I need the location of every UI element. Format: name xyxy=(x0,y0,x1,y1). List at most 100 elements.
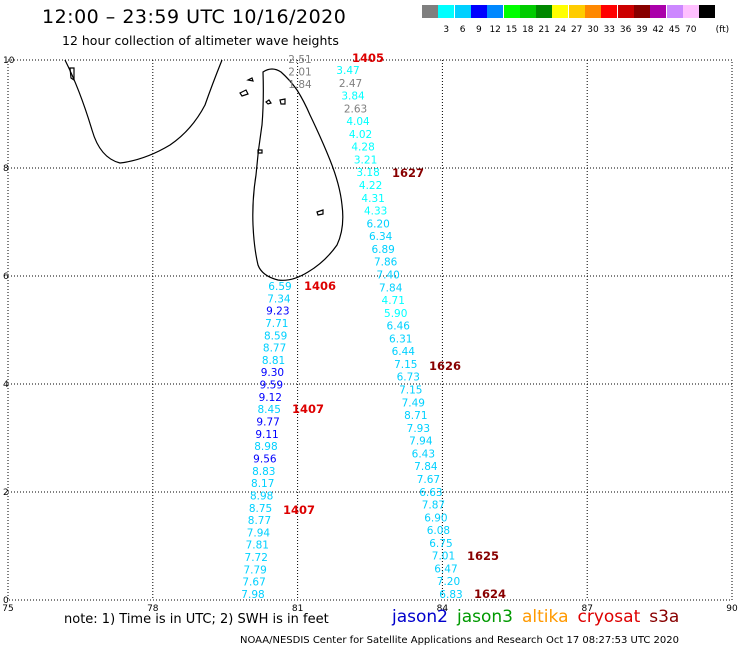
swh-reading: 6.73 xyxy=(397,372,420,384)
scale-swatch xyxy=(633,5,650,18)
swh-reading: 7.98 xyxy=(241,589,264,601)
scale-label: 27 xyxy=(570,25,583,35)
swh-reading: 4.71 xyxy=(382,295,405,307)
scale-swatch xyxy=(438,5,455,18)
cryosat-track-east: 2.512.011.84 3.472.473.842.634.044.024.28… xyxy=(288,54,462,601)
swh-reading: 9.77 xyxy=(256,417,279,429)
scale-swatch xyxy=(650,5,667,18)
swh-reading: 8.71 xyxy=(404,410,427,422)
longitude-tick-label: 87 xyxy=(581,604,592,614)
swh-reading: 7.86 xyxy=(374,257,398,269)
pass-id-label: 1407 xyxy=(292,402,324,416)
swh-reading: 7.15 xyxy=(399,385,422,397)
coastline xyxy=(64,59,344,281)
scale-label: 18 xyxy=(522,25,534,35)
swh-reading: 2.51 xyxy=(288,54,311,66)
swh-reading: 8.75 xyxy=(249,503,272,515)
swh-reading: 7.94 xyxy=(409,436,433,448)
swh-reading: 3.84 xyxy=(341,91,365,103)
scale-swatch xyxy=(601,5,618,18)
scale-swatch xyxy=(585,5,601,18)
pass-labels: 1405 1627 1406 1626 1407 1407 1625 1624 xyxy=(283,51,506,601)
swh-reading: 2.47 xyxy=(339,78,362,90)
scale-label: 15 xyxy=(505,25,518,35)
scale-swatch xyxy=(568,5,585,18)
swh-reading: 3.47 xyxy=(336,65,359,77)
satellite-legend: jason2 jason3 altika cryosat s3a xyxy=(392,607,688,627)
swh-reading: 2.63 xyxy=(344,103,367,115)
scale-swatch xyxy=(422,5,438,18)
axis-tick-labels: 75 78 81 84 87 90 0 2 4 6 8 10 xyxy=(2,56,738,614)
swh-reading: 4.33 xyxy=(364,206,387,218)
longitude-tick-label: 78 xyxy=(147,604,159,614)
swh-reading: 6.63 xyxy=(419,487,442,499)
scale-label: 36 xyxy=(619,25,632,35)
swh-reading: 7.40 xyxy=(376,269,399,281)
india-coastline xyxy=(64,59,223,164)
island-5 xyxy=(257,149,263,154)
swh-reading: 7.84 xyxy=(379,282,403,294)
island-3 xyxy=(265,99,272,105)
swh-reading: 7.49 xyxy=(402,397,425,409)
swh-reading: 8.45 xyxy=(258,404,281,416)
swh-reading: 8.98 xyxy=(250,490,273,502)
scale-label: 70 xyxy=(685,25,697,35)
map-gridlines xyxy=(8,60,732,600)
swh-reading: 1.84 xyxy=(288,79,312,91)
swh-reading: 7.67 xyxy=(417,474,440,486)
pass-id-label: 1625 xyxy=(467,549,499,563)
scale-unit: (ft) xyxy=(715,25,730,35)
credit-text: NOAA/NESDIS Center for Satellite Applica… xyxy=(240,635,679,646)
latitude-tick-label: 6 xyxy=(3,272,9,282)
swh-reading: 6.47 xyxy=(434,563,457,575)
scale-label: 39 xyxy=(636,25,648,35)
scale-swatch xyxy=(470,5,487,18)
scale-label: 6 xyxy=(459,25,466,35)
satellite-legend-item: jason3 xyxy=(457,607,513,627)
map-frame xyxy=(7,59,733,601)
swh-reading: 6.08 xyxy=(427,525,450,537)
latitude-tick-label: 4 xyxy=(3,380,9,390)
satellite-legend-item: s3a xyxy=(649,607,680,627)
swh-reading: 6.75 xyxy=(429,538,452,550)
swh-reading: 7.01 xyxy=(432,551,455,563)
swh-reading: 7.34 xyxy=(267,293,291,305)
swh-reading: 8.98 xyxy=(254,441,277,453)
swh-reading: 9.56 xyxy=(253,453,277,465)
swh-reading: 3.18 xyxy=(356,167,379,179)
swh-reading: 8.77 xyxy=(248,515,271,527)
satellite-legend-item: jason2 xyxy=(392,607,448,627)
scale-swatch xyxy=(617,5,634,18)
swh-reading: 7.15 xyxy=(394,359,417,371)
swh-reading: 6.83 xyxy=(439,589,462,601)
swh-reading: 7.94 xyxy=(247,527,271,539)
longitude-tick-label: 84 xyxy=(437,604,449,614)
swh-reading: 8.81 xyxy=(262,355,285,367)
swh-reading: 7.71 xyxy=(265,318,288,330)
longitude-tick-label: 90 xyxy=(726,604,738,614)
swh-reading: 4.31 xyxy=(361,193,384,205)
longitude-tick-label: 81 xyxy=(292,604,303,614)
swh-reading: 9.23 xyxy=(266,306,289,318)
map-subtitle: 12 hour collection of altimeter wave hei… xyxy=(62,33,339,48)
swh-reading: 7.93 xyxy=(407,423,430,435)
latitude-tick-label: 8 xyxy=(3,164,9,174)
note-text: note: 1) Time is in UTC; 2) SWH is in fe… xyxy=(64,612,329,627)
swh-reading: 4.04 xyxy=(346,116,370,128)
swh-reading: 7.84 xyxy=(414,461,438,473)
island-4 xyxy=(69,67,75,82)
swh-reading: 8.17 xyxy=(251,478,274,490)
latitude-tick-label: 0 xyxy=(3,596,9,606)
swh-reading: 4.28 xyxy=(351,142,374,154)
cryosat-track-west: 6.597.349.237.718.598.778.819.309.599.12… xyxy=(241,281,291,601)
island-7 xyxy=(279,98,286,105)
pass-id-label: 1624 xyxy=(474,587,506,601)
swh-reading: 9.30 xyxy=(261,367,284,379)
sri-lanka-coastline xyxy=(252,68,344,281)
scale-swatch xyxy=(487,5,504,18)
scale-swatch xyxy=(666,5,683,18)
scale-swatch xyxy=(519,5,536,18)
swh-reading: 7.87 xyxy=(422,500,445,512)
swh-reading: 6.89 xyxy=(371,244,394,256)
